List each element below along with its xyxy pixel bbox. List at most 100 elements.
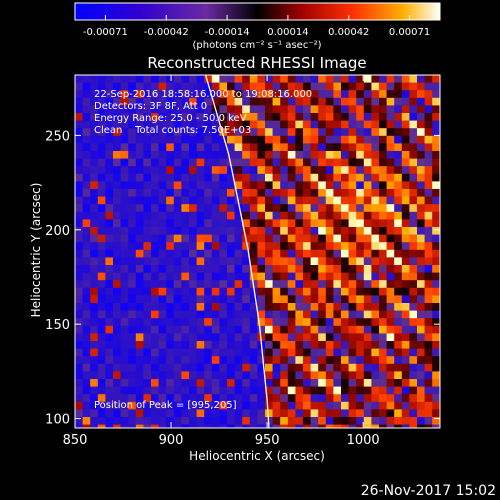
heatmap-cell (135, 219, 144, 228)
heatmap-cell (204, 257, 213, 266)
heatmap-cell (287, 318, 296, 327)
heatmap-cell (257, 97, 266, 106)
heatmap-cell (90, 120, 99, 129)
heatmap-cell (196, 325, 205, 334)
heatmap-cell (280, 128, 289, 137)
heatmap-cell (249, 151, 258, 159)
heatmap-cell (234, 242, 243, 251)
heatmap-cell (348, 113, 357, 121)
heatmap-cell (113, 295, 121, 304)
heatmap-cell (310, 280, 319, 289)
heatmap-cell (432, 265, 440, 273)
heatmap-cell (234, 303, 243, 311)
heatmap-cell (287, 265, 296, 273)
heatmap-cell (173, 234, 182, 243)
heatmap-cell (325, 82, 334, 91)
heatmap-cell (356, 219, 365, 228)
heatmap-cell (371, 363, 380, 372)
heatmap-cell (120, 219, 129, 228)
heatmap-cell (166, 356, 175, 365)
heatmap-cell (113, 379, 121, 387)
heatmap-cell (249, 310, 258, 319)
heatmap-cell (219, 158, 228, 167)
heatmap-cell (363, 181, 372, 190)
x-tick-label: 900 (159, 433, 184, 448)
heatmap-cell (196, 356, 205, 365)
heatmap-cell (318, 356, 327, 365)
heatmap-cell (189, 424, 197, 428)
heatmap-cell (363, 242, 372, 251)
heatmap-cell (242, 181, 251, 190)
heatmap-cell (181, 113, 190, 121)
heatmap-cell (432, 356, 440, 365)
heatmap-cell (113, 325, 121, 334)
heatmap-cell (394, 189, 403, 197)
heatmap-cell (295, 379, 304, 387)
heatmap-cell (280, 265, 289, 273)
heatmap-cell (204, 211, 213, 220)
heatmap-cell (113, 424, 121, 428)
heatmap-cell (280, 295, 289, 304)
heatmap-cell (227, 227, 235, 235)
heatmap-cell (386, 113, 395, 121)
heatmap-cell (219, 242, 228, 251)
heatmap-cell (432, 333, 440, 342)
heatmap-cell (424, 265, 433, 273)
heatmap-cell (90, 272, 99, 281)
heatmap-cell (310, 371, 319, 380)
heatmap-cell (75, 249, 83, 258)
heatmap-cell (363, 341, 372, 349)
heatmap-cell (90, 189, 99, 197)
heatmap-cell (409, 257, 418, 266)
heatmap-cell (287, 105, 296, 114)
heatmap-cell (257, 401, 266, 410)
heatmap-cell (272, 363, 281, 372)
heatmap-cell (432, 310, 440, 319)
heatmap-cell (439, 333, 440, 342)
heatmap-cell (303, 82, 311, 91)
heatmap-cell (181, 295, 190, 304)
heatmap-cell (105, 211, 114, 220)
heatmap-cell (325, 204, 334, 213)
heatmap-cell (135, 189, 144, 197)
heatmap-cell (417, 348, 425, 357)
heatmap-cell (249, 181, 258, 190)
heatmap-cell (196, 242, 205, 251)
heatmap-cell (265, 371, 273, 380)
heatmap-cell (439, 265, 440, 273)
heatmap-cell (105, 105, 114, 114)
heatmap-cell (166, 409, 175, 418)
heatmap-cell (242, 325, 251, 334)
heatmap-cell (265, 401, 273, 410)
heatmap-cell (325, 242, 334, 251)
heatmap-cell (295, 181, 304, 190)
heatmap-cell (379, 242, 387, 251)
heatmap-cell (439, 249, 440, 258)
heatmap-cell (135, 386, 144, 395)
heatmap-cell (219, 295, 228, 304)
heatmap-cell (120, 287, 129, 296)
heatmap-cell (265, 234, 273, 243)
heatmap-cell (249, 287, 258, 296)
heatmap-cell (219, 401, 228, 410)
heatmap-cell (234, 90, 243, 99)
heatmap-cell (120, 257, 129, 266)
heatmap-cell (151, 181, 159, 190)
heatmap-cell (75, 280, 83, 289)
heatmap-cell (356, 363, 365, 372)
heatmap-cell (143, 386, 152, 395)
heatmap-cell (120, 295, 129, 304)
heatmap-cell (341, 303, 349, 311)
heatmap-cell (211, 401, 220, 410)
heatmap-cell (325, 287, 334, 296)
heatmap-cell (348, 401, 357, 410)
heatmap-cell (75, 295, 83, 304)
heatmap-cell (196, 166, 205, 175)
heatmap-cell (143, 417, 152, 425)
heatmap-cell (234, 356, 243, 365)
heatmap-cell (143, 151, 152, 159)
heatmap-cell (173, 386, 182, 395)
heatmap-cell (158, 249, 167, 258)
heatmap-cell (379, 211, 387, 220)
heatmap-cell (234, 113, 243, 121)
